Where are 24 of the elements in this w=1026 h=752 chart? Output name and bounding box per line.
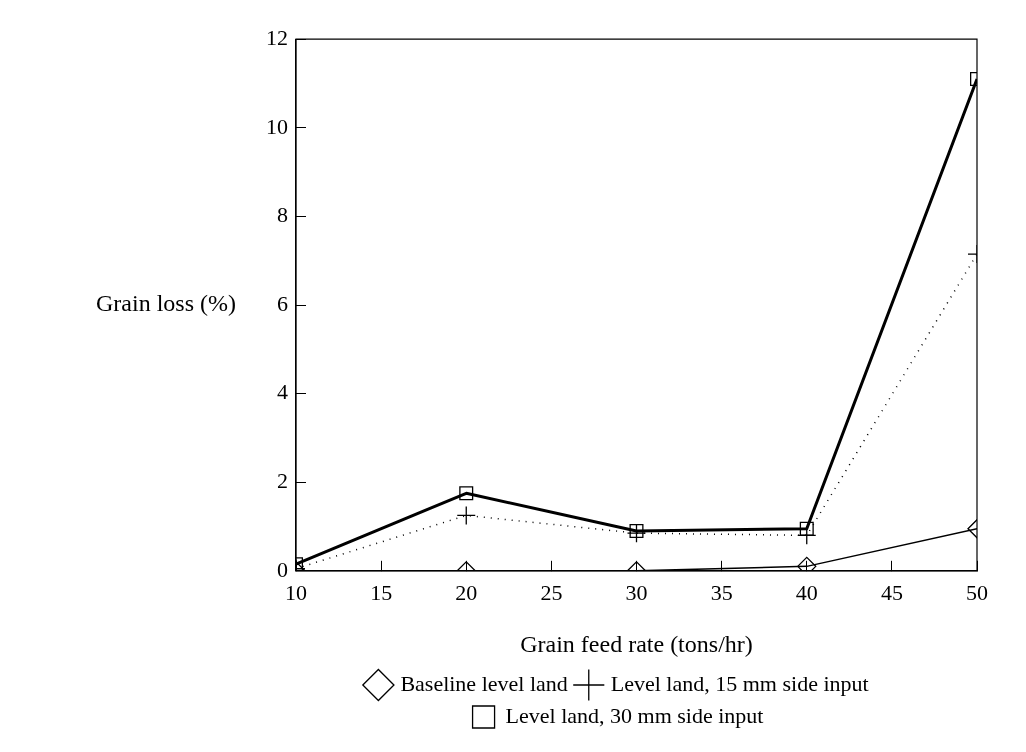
y-tick-label: 4 [277,379,288,405]
point [629,523,644,538]
y-tick-label: 6 [277,290,288,316]
y-tick-label: 0 [277,556,288,582]
x-tick-label: 25 [540,579,563,605]
y-axis-title: Grain loss (%) [96,290,236,317]
x-tick-label: 30 [625,579,648,605]
x-tick-label: 20 [455,579,478,605]
x-tick-label: 15 [370,579,393,605]
point [626,523,647,543]
point [456,505,476,526]
x-axis-title: Grain feed rate (tons/hr) [520,630,753,657]
x-tick-label: 50 [966,579,988,605]
legend-label: Baseline level land [400,670,568,696]
x-tick-label: 35 [710,579,733,605]
y-tick-label: 10 [266,113,288,139]
y-tick-label: 2 [277,467,288,493]
y-tick-label: 12 [266,24,288,50]
point [459,486,474,501]
legend-label: Level land, 15 mm side input [610,670,869,696]
y-tick-label: 8 [277,202,288,228]
legend-label: Level land, 30 mm side input [505,702,764,728]
x-tick-label: 45 [880,579,903,605]
x-tick-label: 40 [795,579,818,605]
